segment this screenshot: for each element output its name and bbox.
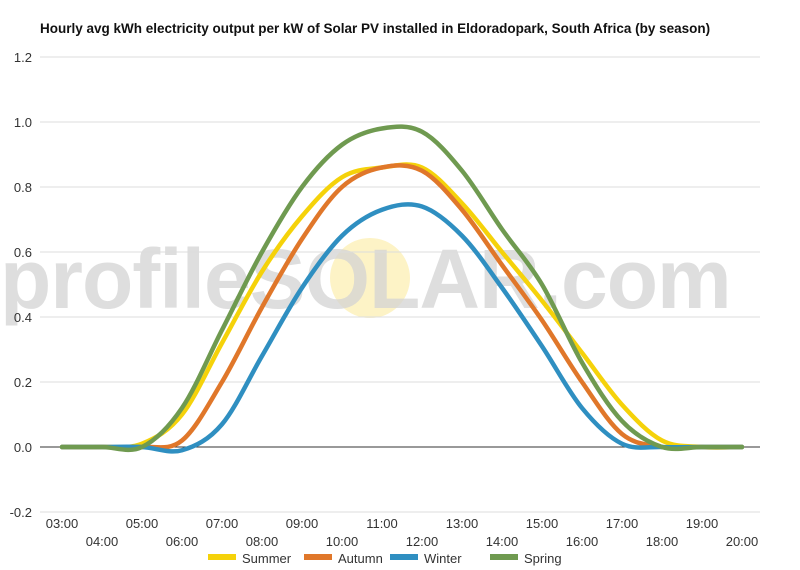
y-axis: -0.2 0.0 0.2 0.4 0.6 0.8 1.0 1.2 (10, 50, 32, 520)
x-tick-label: 05:00 (126, 516, 159, 531)
watermark-text: profileSOLAR.com (0, 232, 731, 326)
watermark-sun-icon (330, 238, 410, 318)
x-tick-label: 10:00 (326, 534, 359, 549)
x-tick-label: 20:00 (726, 534, 759, 549)
y-tick-label: 0.6 (14, 245, 32, 260)
x-tick-label: 08:00 (246, 534, 279, 549)
series-line-autumn (59, 163, 745, 451)
x-tick-label: 15:00 (526, 516, 559, 531)
x-tick-label: 17:00 (606, 516, 639, 531)
series-lines (59, 124, 745, 454)
series-line-spring (59, 124, 745, 453)
x-tick-label: 12:00 (406, 534, 439, 549)
legend-label-spring: Spring (524, 551, 562, 566)
x-tick-label: 03:00 (46, 516, 79, 531)
y-tick-label: 0.2 (14, 375, 32, 390)
y-tick-label: 1.2 (14, 50, 32, 65)
x-tick-label: 18:00 (646, 534, 679, 549)
x-tick-label: 11:00 (366, 516, 398, 531)
legend-swatch-autumn (304, 554, 332, 560)
x-axis: 03:00 04:00 05:00 06:00 07:00 08:00 09:00 10:00… (46, 516, 759, 549)
legend-swatch-spring (490, 554, 518, 560)
x-tick-label: 07:00 (206, 516, 239, 531)
x-tick-label: 09:00 (286, 516, 319, 531)
grid (40, 56, 760, 513)
watermark: profileSOLAR.com (0, 232, 732, 326)
legend-label-summer: Summer (242, 551, 292, 566)
legend-label-autumn: Autumn (338, 551, 383, 566)
legend: Summer Autumn Winter Spring (208, 551, 562, 566)
legend-swatch-summer (208, 554, 236, 560)
legend-swatch-winter (390, 554, 418, 560)
x-tick-label: 13:00 (446, 516, 479, 531)
x-tick-label: 19:00 (686, 516, 719, 531)
legend-label-winter: Winter (424, 551, 462, 566)
chart-title: Hourly avg kWh electricity output per kW… (40, 21, 710, 36)
x-tick-label: 06:00 (166, 534, 199, 549)
x-tick-label: 16:00 (566, 534, 599, 549)
y-tick-label: 0.4 (14, 310, 32, 325)
y-tick-label: 0.8 (14, 180, 32, 195)
x-tick-label: 14:00 (486, 534, 519, 549)
y-tick-label: 0.0 (14, 440, 32, 455)
y-tick-label: -0.2 (10, 505, 32, 520)
x-tick-label: 04:00 (86, 534, 119, 549)
y-tick-label: 1.0 (14, 115, 32, 130)
series-line-winter (59, 202, 745, 454)
